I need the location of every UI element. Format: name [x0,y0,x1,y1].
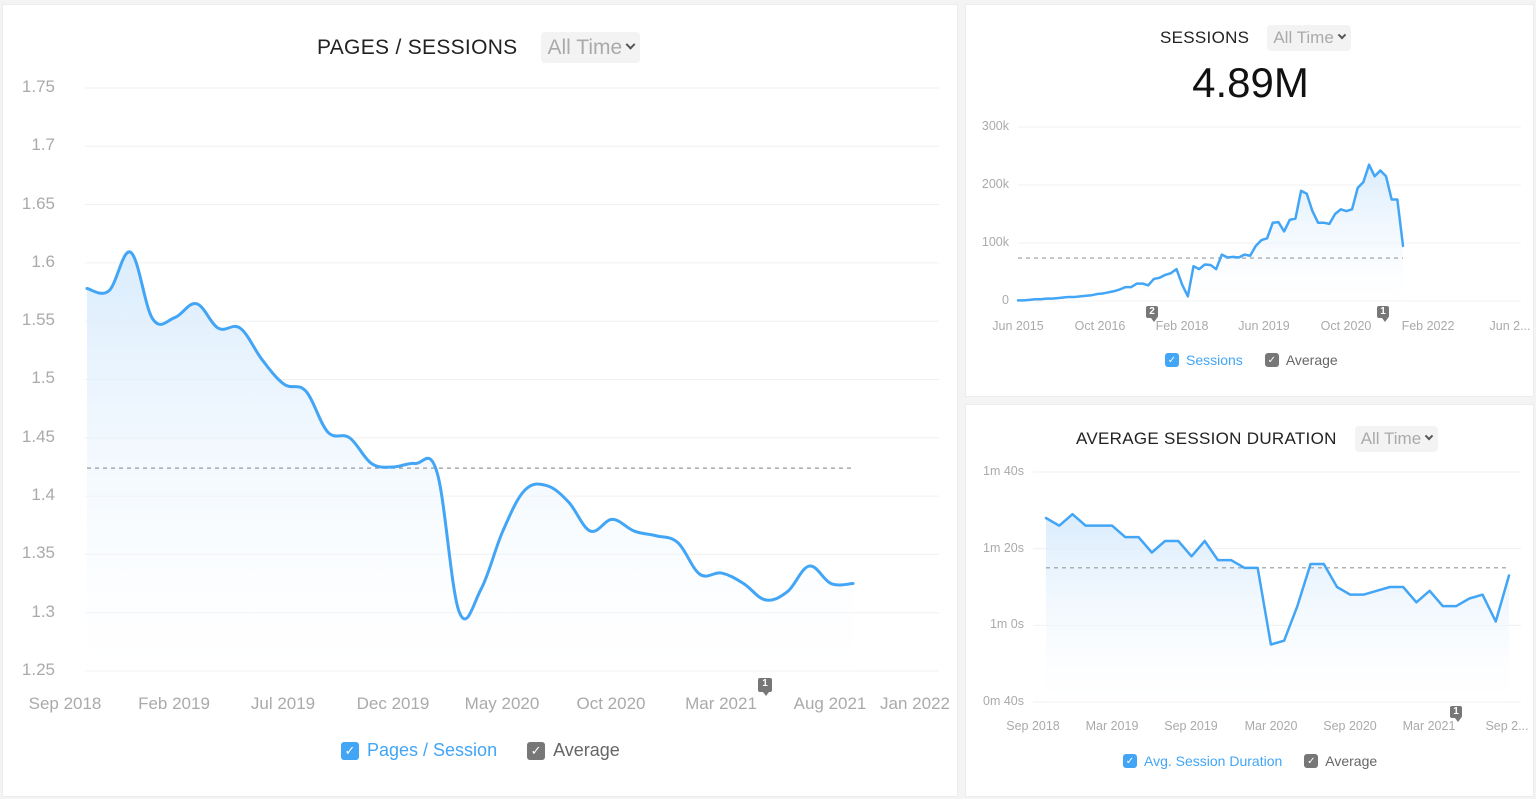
x-tick-label: Mar 2021 [1402,719,1456,733]
legend-toggle-sessions[interactable]: ✓ Sessions [1165,352,1243,368]
panel-header: PAGES / SESSIONS All Time [317,32,641,63]
y-tick-label: 1m 20s [983,540,1024,555]
y-tick-label: 1.6 [31,251,55,271]
y-tick-label: 1.4 [31,485,55,505]
y-tick-label: 1.65 [21,193,55,213]
x-tick-label: Jan 2022 [880,694,950,713]
checkbox-checked-icon[interactable]: ✓ [527,741,546,760]
y-tick-label: 1.25 [21,659,55,679]
line-chart[interactable] [3,5,959,798]
checkbox-checked-icon[interactable]: ✓ [1165,353,1179,367]
x-tick-label: Jul 2019 [250,694,316,713]
legend-label: Average [1285,352,1338,368]
pages-per-session-panel: PAGES / SESSIONS All Time 1.75 1.7 1.65 1.6… [2,4,958,797]
x-tick-label: Dec 2019 [356,694,430,713]
y-tick-label: 1.75 [21,76,55,96]
x-tick-label: Jun 2019 [1238,319,1290,333]
x-tick-label: Feb 2019 [138,694,210,713]
x-tick-label: Feb 2018 [1155,319,1209,333]
x-tick-label: Mar 2021 [685,694,757,713]
legend-label: Pages / Session [367,740,498,760]
y-tick-label: 300k [981,118,1009,133]
x-tick-label: Sep 2018 [28,694,102,713]
chart-legend: ✓ Sessions ✓ Average [1165,352,1338,368]
legend-label: Avg. Session Duration [1144,753,1283,769]
sessions-total: 4.89M [1192,59,1309,106]
y-tick-label: 1.3 [31,601,55,621]
chart-legend: ✓ Avg. Session Duration ✓ Average [1123,753,1377,769]
y-tick-label: 1m 40s [983,463,1024,478]
x-tick-label: May 2020 [464,694,540,713]
y-tick-label: 1m 0s [989,617,1024,632]
date-range-value: All Time [1273,28,1334,47]
x-tick-label: Aug 2021 [793,694,867,713]
y-tick-label: 0m 40s [983,693,1024,708]
legend-label: Average [553,740,620,760]
legend-toggle-pages-session[interactable]: ✓ Pages / Session [341,740,497,761]
legend-label: Average [1325,753,1378,769]
x-tick-label: Oct 2020 [576,694,646,713]
y-tick-label: 200k [981,176,1009,191]
checkbox-checked-icon[interactable]: ✓ [1304,754,1319,768]
checkbox-checked-icon[interactable]: ✓ [341,741,359,760]
legend-toggle-average[interactable]: ✓ Average [1264,352,1338,368]
sessions-panel: SESSIONS All Time 4.89M 300k 200k 100k 0 Ju… [965,4,1534,397]
x-tick-label: Jun 2015 [992,319,1044,333]
y-tick-label: 1.7 [31,135,55,155]
y-tick-label: 100k [981,234,1009,249]
checkbox-checked-icon[interactable]: ✓ [1264,353,1279,367]
panel-title: SESSIONS [1160,28,1250,47]
y-tick-label: 1.45 [21,426,55,446]
y-tick-label: 0 [1002,292,1009,307]
legend-toggle-avg-session-duration[interactable]: ✓ Avg. Session Duration [1123,753,1282,769]
x-tick-label: Feb 2022 [1401,319,1455,333]
x-tick-label: Sep 2018 [1006,719,1060,733]
annotation-marker[interactable]: 1 [758,678,772,696]
date-range-value: All Time [1360,429,1422,448]
panel-title: PAGES / SESSIONS [317,35,518,59]
date-range-dropdown[interactable]: All Time [541,32,641,63]
chart-legend: ✓ Pages / Session ✓ Average [341,740,620,761]
legend-toggle-average[interactable]: ✓ Average [1304,753,1377,769]
annotation-marker[interactable]: 1 [1450,706,1462,722]
annotation-marker[interactable]: 2 [1146,306,1158,322]
date-range-dropdown[interactable]: All Time [1267,25,1351,51]
checkbox-checked-icon[interactable]: ✓ [1123,754,1137,768]
x-tick-label: Mar 2020 [1244,719,1298,733]
y-tick-label: 1.35 [21,543,55,563]
x-tick-label: Oct 2020 [1320,319,1372,333]
line-chart[interactable] [966,5,1535,398]
x-tick-label: Mar 2019 [1085,719,1139,733]
avg-session-duration-panel: AVERAGE SESSION DURATION All Time 1m 40s… [965,404,1534,797]
panel-header: SESSIONS All Time [1160,25,1351,51]
x-tick-label: Sep 2020 [1323,719,1377,733]
panel-header: AVERAGE SESSION DURATION All Time [1076,426,1439,452]
y-tick-label: 1.5 [31,368,55,388]
x-tick-label: Jun 2... [1489,319,1531,333]
x-tick-label: Sep 2... [1485,719,1529,733]
legend-toggle-average[interactable]: ✓ Average [527,740,620,761]
line-chart[interactable] [966,405,1535,798]
legend-label: Sessions [1186,352,1243,368]
date-range-dropdown[interactable]: All Time [1354,426,1439,452]
date-range-value: All Time [547,35,623,59]
panel-title: AVERAGE SESSION DURATION [1076,429,1337,448]
y-tick-label: 1.55 [21,310,55,330]
annotation-marker[interactable]: 1 [1377,306,1389,322]
x-tick-label: Oct 2016 [1074,319,1126,333]
x-tick-label: Sep 2019 [1164,719,1218,733]
